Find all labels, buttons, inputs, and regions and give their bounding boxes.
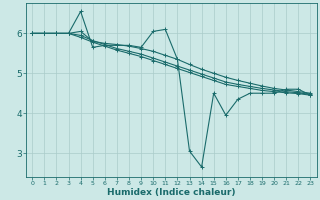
X-axis label: Humidex (Indice chaleur): Humidex (Indice chaleur) (107, 188, 236, 197)
